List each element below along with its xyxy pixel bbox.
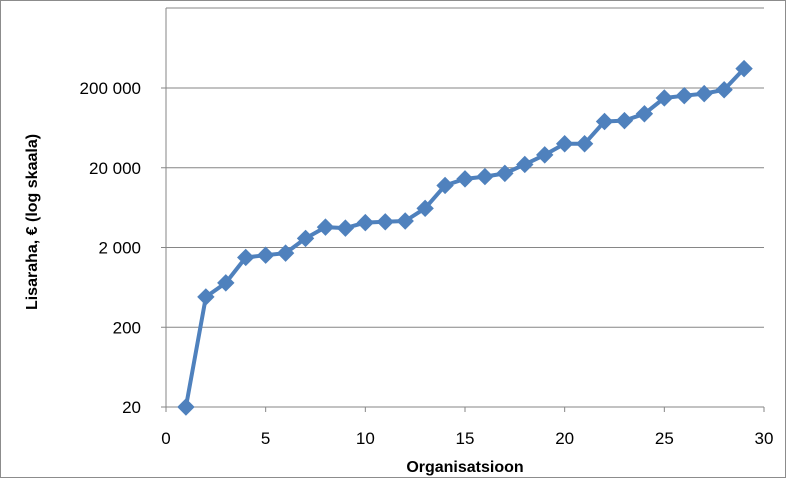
x-tick-label: 0 bbox=[161, 429, 170, 448]
data-point-marker bbox=[217, 274, 235, 292]
data-point-marker bbox=[436, 176, 454, 195]
y-tick-label: 200 bbox=[113, 318, 141, 337]
data-point-marker bbox=[516, 155, 534, 174]
data-point-marker bbox=[276, 244, 295, 262]
data-point-marker bbox=[695, 84, 713, 103]
data-point-marker bbox=[735, 59, 753, 78]
x-tick-label: 25 bbox=[655, 429, 674, 448]
x-tick-label: 5 bbox=[261, 429, 270, 448]
x-axis-title: Organisatsioon bbox=[406, 459, 523, 476]
y-axis-ticks: 20 200 2 000 20 000 200 000 bbox=[80, 79, 166, 417]
x-axis-ticks: 0 5 10 15 20 25 30 bbox=[161, 407, 773, 448]
data-point-marker bbox=[476, 167, 494, 186]
data-point-marker bbox=[336, 219, 355, 237]
data-point-marker bbox=[376, 213, 394, 231]
data-point-marker bbox=[316, 218, 335, 236]
data-point-marker bbox=[575, 135, 594, 153]
data-point-marker bbox=[595, 112, 614, 131]
data-point-marker bbox=[555, 135, 574, 153]
data-point-marker bbox=[456, 170, 474, 188]
x-tick-label: 10 bbox=[356, 429, 375, 448]
y-tick-label: 20 bbox=[122, 398, 141, 417]
data-point-marker bbox=[635, 105, 654, 123]
data-point-marker bbox=[675, 87, 693, 105]
x-tick-label: 15 bbox=[456, 429, 475, 448]
data-point-marker bbox=[496, 164, 514, 183]
data-point-marker bbox=[615, 111, 634, 130]
data-point-marker bbox=[296, 229, 315, 248]
data-point-marker bbox=[177, 398, 195, 416]
data-markers bbox=[177, 59, 753, 416]
data-point-marker bbox=[536, 146, 554, 164]
y-tick-label: 200 000 bbox=[80, 79, 141, 98]
x-tick-label: 30 bbox=[755, 429, 774, 448]
x-tick-label: 20 bbox=[555, 429, 574, 448]
data-point-marker bbox=[197, 288, 215, 306]
y-tick-label: 2 000 bbox=[98, 239, 141, 258]
data-point-marker bbox=[715, 81, 733, 99]
data-point-marker bbox=[256, 246, 275, 264]
series-line bbox=[183, 67, 746, 408]
data-point-marker bbox=[237, 248, 255, 267]
gridlines bbox=[166, 7, 764, 408]
data-point-marker bbox=[416, 199, 434, 218]
data-point-marker bbox=[396, 212, 414, 230]
data-point-marker bbox=[356, 213, 375, 232]
data-point-marker bbox=[655, 89, 674, 107]
y-tick-label: 20 000 bbox=[89, 159, 141, 178]
y-axis-title: Lisaraha, € (log skaala) bbox=[24, 134, 41, 310]
